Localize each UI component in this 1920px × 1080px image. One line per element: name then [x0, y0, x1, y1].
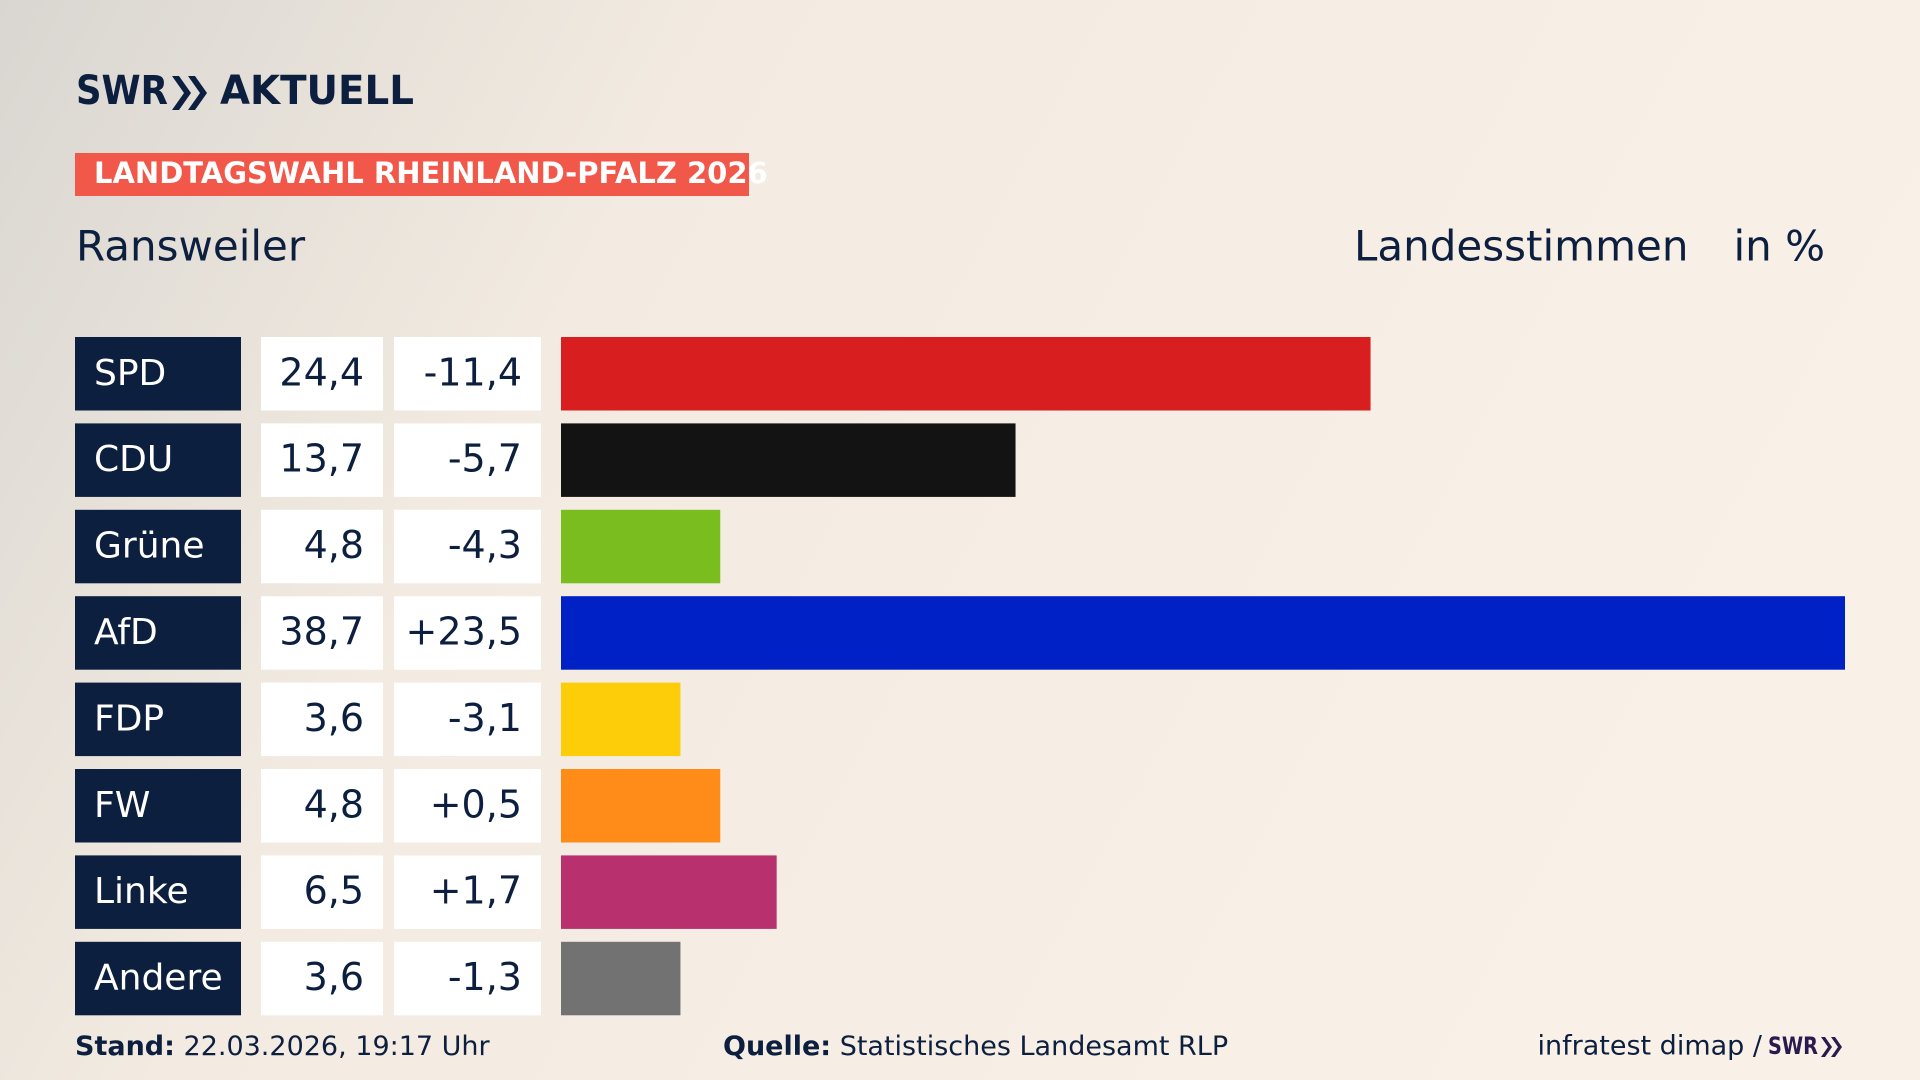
- change-cell: [394, 941, 541, 1016]
- party-label: CDU: [94, 439, 173, 480]
- measure: Landesstimmen: [1354, 222, 1688, 271]
- chart-title: LANDTAGSWAHL RHEINLAND-PFALZ 2026: [94, 156, 768, 190]
- party-label: SPD: [94, 353, 166, 394]
- party-cell: [75, 337, 241, 411]
- party-label: Grüne: [94, 526, 204, 567]
- logo-chevrons: [172, 76, 207, 110]
- bar: [561, 596, 1845, 670]
- value-cell: [261, 855, 383, 929]
- change-label: -11,4: [424, 350, 522, 394]
- party-label: FDP: [94, 698, 164, 739]
- value-cell: [261, 337, 383, 411]
- credit-logo: SWR: [1768, 1032, 1818, 1060]
- party-cell: [75, 941, 241, 1016]
- party-cell: [75, 509, 241, 584]
- value-label: 4,8: [304, 523, 364, 567]
- party-label: Linke: [94, 871, 189, 912]
- change-cell: [394, 337, 541, 411]
- title-badge: [75, 153, 749, 196]
- party-cell: [75, 769, 241, 843]
- value-label: 3,6: [304, 696, 364, 740]
- party-label: Andere: [94, 958, 223, 999]
- party-label: AfD: [94, 612, 158, 653]
- change-label: +23,5: [406, 609, 522, 653]
- value-cell: [261, 423, 383, 497]
- change-cell: [394, 682, 541, 757]
- unit: in %: [1733, 222, 1825, 271]
- stand: 22.03.2026, 19:17 Uhr: [184, 1031, 491, 1062]
- change-cell: [394, 769, 541, 843]
- footer-stand: Stand: 22.03.2026, 19:17 Uhr: [75, 1031, 491, 1062]
- party-cell: [75, 682, 241, 757]
- party-cell: [75, 423, 241, 497]
- party-label: FW: [94, 785, 150, 826]
- change-label: -3,1: [448, 696, 522, 740]
- value-label: 13,7: [279, 437, 364, 481]
- stand-label: Stand:: [75, 1031, 175, 1062]
- bar: [561, 337, 1371, 411]
- rows: SPD 24,4 -11,4 CDU 13,7 -5,7 Grüne 4,8 -4,3 AfD 38…: [75, 337, 1845, 1016]
- source: Statistisches Landesamt RLP: [840, 1031, 1228, 1062]
- change-label: -5,7: [448, 437, 522, 481]
- value-label: 38,7: [279, 609, 364, 653]
- change-cell: [394, 423, 541, 497]
- credit: infratest dimap /: [1537, 1031, 1762, 1062]
- change-label: +0,5: [430, 782, 522, 826]
- value-cell: [261, 509, 383, 584]
- value-cell: [261, 682, 383, 757]
- value-cell: [261, 941, 383, 1016]
- credit-chevrons: [1821, 1037, 1842, 1057]
- change-cell: [394, 509, 541, 584]
- value-label: 4,8: [304, 782, 364, 826]
- logo: SWR: [76, 68, 168, 114]
- bar: [561, 682, 681, 757]
- change-label: -1,3: [448, 955, 522, 999]
- bar: [561, 941, 681, 1016]
- bar: [561, 769, 721, 843]
- party-cell: [75, 596, 241, 670]
- change-cell: [394, 855, 541, 929]
- bar: [561, 509, 721, 584]
- bar: [561, 423, 1016, 497]
- value-cell: [261, 769, 383, 843]
- source-label: Quelle:: [723, 1031, 831, 1062]
- change-label: +1,7: [430, 869, 522, 913]
- value-label: 24,4: [279, 350, 364, 394]
- party-cell: [75, 855, 241, 929]
- bar: [561, 855, 777, 929]
- value-label: 6,5: [304, 869, 364, 913]
- logo-text: AKTUELL: [220, 68, 414, 114]
- value-label: 3,6: [304, 955, 364, 999]
- value-cell: [261, 596, 383, 670]
- change-cell: [394, 596, 541, 670]
- footer-source: Quelle: Statistisches Landesamt RLP: [723, 1031, 1228, 1062]
- location: Ransweiler: [76, 222, 306, 271]
- change-label: -4,3: [448, 523, 522, 567]
